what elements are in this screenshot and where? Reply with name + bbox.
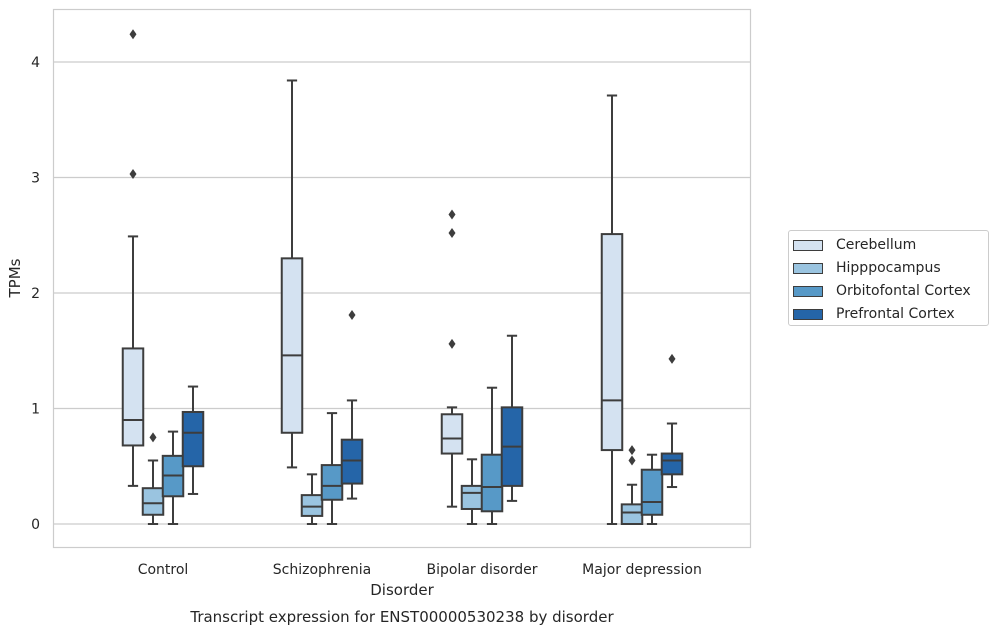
box-iqr [280,257,304,434]
legend-item-prefrontal: Prefrontal Cortex [793,304,955,324]
legend-label-prefrontal: Prefrontal Cortex [836,306,955,322]
x-tick-label-2: Bipolar disorder [426,562,537,578]
box-iqr [460,484,484,510]
x-tick-label-0: Control [138,562,189,578]
box-3-2 [500,334,524,502]
outlier-point-1 [129,29,137,40]
outlier-point-2 [448,209,456,220]
box-3-3 [660,353,684,489]
boxes [121,29,684,525]
box-3-0 [181,385,205,495]
x-axis-label: Disorder [370,581,434,599]
y-tick-label-0: 0 [31,517,40,533]
legend-swatch-prefrontal [793,308,823,320]
box-iqr [121,347,145,447]
legend: Cerebellum Hipppocampus Orbitofontal Cor… [788,230,989,326]
box-0-2 [440,209,464,508]
outlier-point-0 [668,353,676,364]
box-iqr [340,438,364,485]
box-iqr [141,487,165,516]
axis-ticks: 0 1 2 3 4 Control Schizophrenia Bipolar disorde… [31,55,702,578]
y-tick-label-4: 4 [31,55,40,71]
y-tick-label-2: 2 [31,286,40,302]
chart-title: Transcript expression for ENST0000053023… [189,608,614,626]
box-0-1 [280,79,304,469]
box-iqr [440,413,464,455]
box-0-3 [600,94,624,525]
legend-swatch-orbitofrontal [793,285,823,297]
box-iqr [660,452,684,476]
box-iqr [480,453,504,513]
outlier-point-0 [348,309,356,320]
y-tick-label-3: 3 [31,171,40,187]
plot-area-frame [52,8,752,549]
box-3-1 [340,309,364,500]
legend-item-orbitofrontal: Orbitofontal Cortex [793,281,971,301]
gridlines [53,61,751,525]
legend-label-cerebellum: Cerebellum [836,237,917,253]
x-tick-label-3: Major depression [582,562,702,578]
box-2-2 [480,386,504,525]
y-tick-label-1: 1 [31,402,40,418]
outlier-point-1 [628,445,636,456]
outlier-point-1 [448,227,456,238]
legend-swatch-cerebellum [793,239,823,251]
legend-item-cerebellum: Cerebellum [793,235,916,255]
box-iqr [181,410,205,468]
outlier-point-0 [448,338,456,349]
box-1-3 [620,445,644,525]
outlier-point-0 [628,455,636,466]
box-1-1 [300,473,324,525]
box-2-1 [320,412,344,525]
box-iqr [620,503,644,525]
y-axis-label: TPMs [6,258,24,298]
box-iqr [640,468,664,516]
box-1-0 [141,432,165,525]
outlier-point-0 [129,169,137,180]
box-iqr [320,464,344,501]
box-iqr [600,233,624,452]
box-1-2 [460,458,484,525]
legend-item-hippocampus: Hipppocampus [793,258,941,278]
legend-label-orbitofrontal: Orbitofontal Cortex [836,283,971,299]
box-0-0 [121,29,145,487]
legend-swatch-hippocampus [793,262,823,274]
legend-label-hippocampus: Hipppocampus [836,260,941,276]
outlier-point-0 [149,432,157,443]
box-iqr [300,494,324,517]
box-2-0 [161,430,185,525]
box-2-3 [640,453,664,525]
x-tick-label-1: Schizophrenia [273,562,371,578]
